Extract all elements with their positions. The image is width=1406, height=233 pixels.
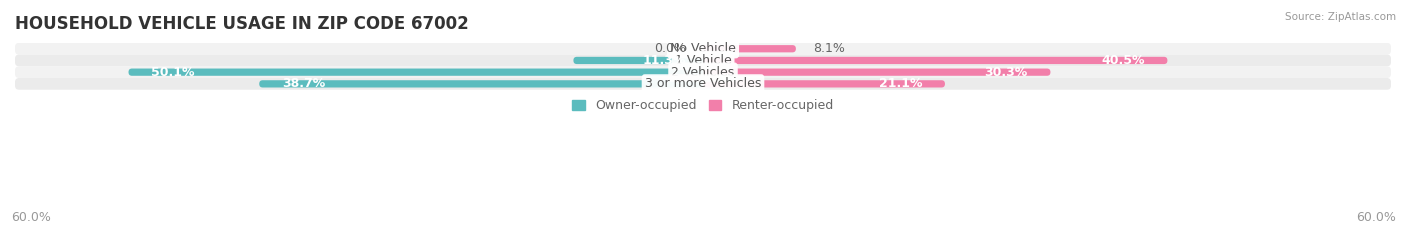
- FancyBboxPatch shape: [703, 69, 1050, 76]
- Text: No Vehicle: No Vehicle: [671, 42, 735, 55]
- FancyBboxPatch shape: [703, 57, 1167, 64]
- FancyBboxPatch shape: [15, 43, 1391, 55]
- FancyBboxPatch shape: [128, 69, 703, 76]
- Text: Source: ZipAtlas.com: Source: ZipAtlas.com: [1285, 12, 1396, 22]
- Text: 38.7%: 38.7%: [283, 77, 325, 90]
- Text: 0.0%: 0.0%: [654, 42, 686, 55]
- FancyBboxPatch shape: [15, 78, 1391, 90]
- Text: HOUSEHOLD VEHICLE USAGE IN ZIP CODE 67002: HOUSEHOLD VEHICLE USAGE IN ZIP CODE 6700…: [15, 15, 468, 33]
- FancyBboxPatch shape: [15, 55, 1391, 66]
- Text: 1 Vehicle: 1 Vehicle: [675, 54, 731, 67]
- Text: 2 Vehicles: 2 Vehicles: [672, 66, 734, 79]
- Text: 3 or more Vehicles: 3 or more Vehicles: [645, 77, 761, 90]
- Text: 11.3%: 11.3%: [643, 54, 686, 67]
- Text: 30.3%: 30.3%: [984, 66, 1028, 79]
- FancyBboxPatch shape: [703, 80, 945, 88]
- Text: 50.1%: 50.1%: [152, 66, 195, 79]
- Text: 40.5%: 40.5%: [1101, 54, 1144, 67]
- Text: 60.0%: 60.0%: [1357, 211, 1396, 224]
- FancyBboxPatch shape: [259, 80, 703, 88]
- Text: 21.1%: 21.1%: [879, 77, 922, 90]
- FancyBboxPatch shape: [15, 66, 1391, 78]
- Legend: Owner-occupied, Renter-occupied: Owner-occupied, Renter-occupied: [572, 99, 834, 113]
- FancyBboxPatch shape: [703, 45, 796, 52]
- Text: 8.1%: 8.1%: [813, 42, 845, 55]
- FancyBboxPatch shape: [574, 57, 703, 64]
- Text: 60.0%: 60.0%: [11, 211, 51, 224]
